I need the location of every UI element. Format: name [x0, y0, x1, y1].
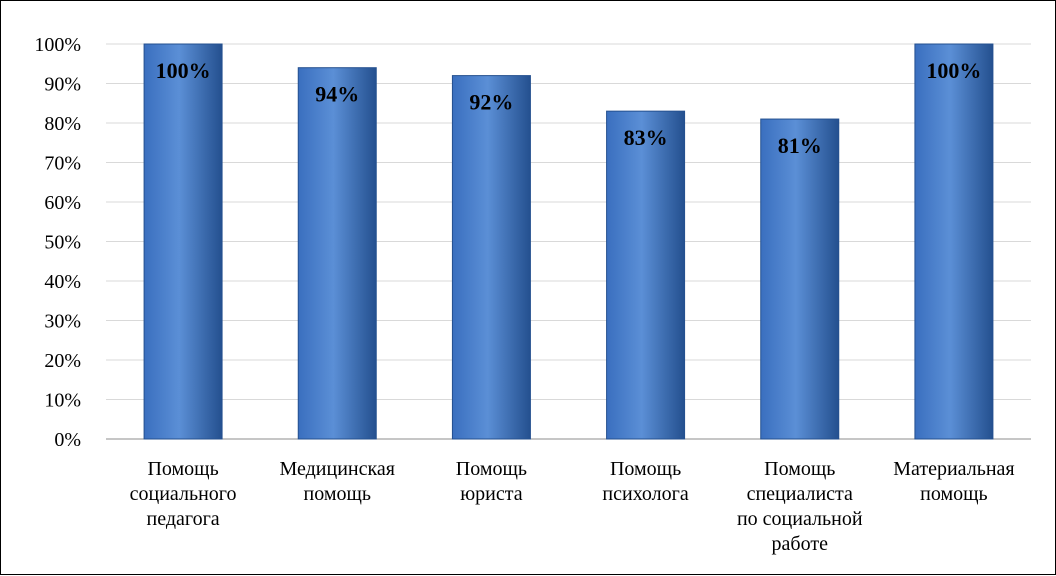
y-tick-label: 60% — [44, 192, 81, 214]
y-tick-label: 0% — [54, 429, 81, 451]
y-tick-label: 40% — [44, 271, 81, 293]
bar — [606, 110, 686, 440]
y-tick-label: 80% — [44, 113, 81, 135]
data-label: 100% — [926, 58, 981, 83]
bar — [914, 43, 994, 440]
data-labels: 100% 94% 92% 83% 81% 100% — [156, 58, 982, 158]
x-tick-label: Помощь юриста — [456, 458, 527, 505]
x-tick-label: Медицинская помощь — [280, 458, 396, 505]
bar — [760, 118, 840, 440]
data-label: 81% — [778, 133, 822, 158]
x-tick-label: Материальная помощь — [893, 458, 1014, 505]
data-label: 92% — [469, 90, 513, 115]
x-tick-label: Помощь психолога — [602, 458, 688, 505]
bar — [297, 67, 377, 440]
x-axis-ticks: Помощь социального педагога Медицинская помо… — [130, 458, 1015, 555]
bar — [143, 43, 223, 440]
x-tick-label: Помощь специалиста по социальной работе — [737, 458, 863, 555]
y-tick-label: 100% — [34, 34, 81, 56]
y-tick-label: 70% — [44, 153, 81, 175]
x-tick-label: Помощь социального педагога — [130, 458, 237, 530]
data-label: 94% — [315, 82, 359, 107]
gridlines — [106, 43, 1031, 440]
y-tick-label: 30% — [44, 311, 81, 333]
y-tick-label: 90% — [44, 74, 81, 96]
y-tick-label: 50% — [44, 232, 81, 254]
bar — [451, 75, 531, 440]
data-label: 100% — [156, 58, 211, 83]
data-label: 83% — [624, 125, 668, 150]
y-axis-ticks: 0% 10% 20% 30% 40% 50% 60% 70% 80% 90% 100% — [34, 34, 81, 451]
y-tick-label: 10% — [44, 390, 81, 412]
y-tick-label: 20% — [44, 350, 81, 372]
bars — [143, 43, 994, 440]
